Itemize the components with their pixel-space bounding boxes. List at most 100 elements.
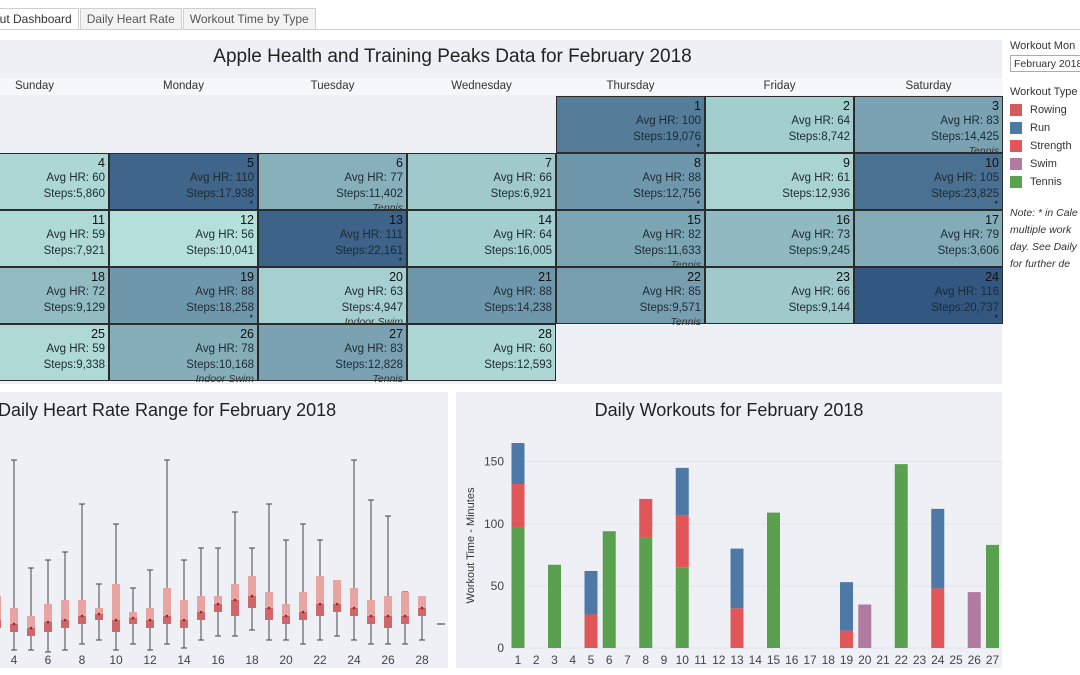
day-number: 3 <box>992 99 999 113</box>
wk-bar-segment <box>967 592 981 648</box>
hr-box-upper <box>78 600 86 616</box>
calendar-title: Apple Health and Training Peaks Data for… <box>213 46 692 67</box>
day-number: 14 <box>538 213 552 227</box>
avg-hr: Avg HR: 88 <box>195 286 254 298</box>
wk-bar-segment <box>840 630 853 648</box>
calendar-day-cell[interactable]: 14 Avg HR: 64 Steps:16,005 <box>407 210 556 267</box>
hr-median-point <box>63 618 67 622</box>
workout-type-legend: Rowing Run Strength Swim Tennis <box>1010 101 1080 191</box>
calendar-day-cell[interactable]: 10 Avg HR: 105 Steps:23,825 * <box>854 153 1003 210</box>
legend-item[interactable]: Swim <box>1010 155 1080 173</box>
wk-bar-segment <box>675 467 689 516</box>
calendar-day-cell[interactable]: 2 Avg HR: 64 Steps:8,742 <box>705 96 854 153</box>
hr-box-upper <box>316 576 324 604</box>
calendar-day-cell[interactable]: 5 Avg HR: 110 Steps:17,938 * <box>109 153 258 210</box>
calendar-day-cell[interactable]: 28 Avg HR: 60 Steps:12,593 <box>407 324 556 381</box>
steps: Steps:12,936 <box>782 188 850 200</box>
calendar-day-cell[interactable]: 1 Avg HR: 100 Steps:19,076 * <box>556 96 705 153</box>
calendar-day-cell[interactable]: 3 Avg HR: 83 Steps:14,425 Tennis <box>854 96 1003 157</box>
steps: Steps:7,921 <box>43 245 105 257</box>
heart-rate-panel: Daily Heart Rate Range for February 2018… <box>0 392 448 668</box>
calendar-day-cell[interactable]: 17 Avg HR: 79 Steps:3,606 <box>854 210 1003 267</box>
legend-item[interactable]: Strength <box>1010 137 1080 155</box>
hr-median-point <box>250 594 254 598</box>
hr-x-tick-label: 20 <box>279 653 293 667</box>
steps: Steps:3,606 <box>937 245 999 257</box>
legend-swatch <box>1010 140 1022 152</box>
hr-box-lower <box>95 614 103 620</box>
day-number: 12 <box>240 213 254 227</box>
hr-median-point <box>420 606 424 610</box>
hr-box-lower <box>163 616 171 624</box>
calendar-day-cell[interactable]: 7 Avg HR: 66 Steps:6,921 <box>407 153 556 210</box>
wk-bar-segment <box>931 588 945 648</box>
day-header: Friday <box>705 78 854 95</box>
wk-bar-segment <box>858 604 872 648</box>
hr-median-point <box>216 602 220 606</box>
wk-x-tick-label: 21 <box>876 653 890 667</box>
calendar-day-cell[interactable]: 27 Avg HR: 83 Steps:12,828 Tennis <box>258 324 407 385</box>
hr-box-lower <box>61 620 69 628</box>
tab-daily-heart-rate[interactable]: Daily Heart Rate <box>79 8 182 30</box>
wk-y-tick-label: 50 <box>491 579 505 593</box>
workouts-chart-title: Daily Workouts for February 2018 <box>594 400 864 420</box>
steps: Steps:12,756 <box>633 188 701 200</box>
day-number: 6 <box>396 156 403 170</box>
calendar-day-cell[interactable]: 13 Avg HR: 111 Steps:22,161 * <box>258 210 407 267</box>
legend-title: Workout Type <box>1010 86 1078 98</box>
tab-workout-time-by-type[interactable]: Workout Time by Type <box>182 8 316 30</box>
hr-x-tick-label: 12 <box>143 653 157 667</box>
legend-item[interactable]: Tennis <box>1010 173 1080 191</box>
avg-hr: Avg HR: 66 <box>791 286 850 298</box>
hr-median-point <box>369 614 373 618</box>
tab-workout-dashboard[interactable]: out Dashboard <box>0 8 79 30</box>
calendar-day-cell[interactable]: 26 Avg HR: 78 Steps:10,168 Indoor Swim <box>109 324 258 385</box>
avg-hr: Avg HR: 110 <box>189 172 254 184</box>
calendar-day-cell[interactable]: 4 Avg HR: 60 Steps:5,860 <box>0 153 109 210</box>
hr-box-upper <box>129 612 137 618</box>
calendar-day-cell[interactable]: 15 Avg HR: 82 Steps:11,633 Tennis <box>556 210 705 271</box>
hr-box-upper <box>44 604 52 622</box>
calendar-day-cell[interactable]: 12 Avg HR: 56 Steps:10,041 <box>109 210 258 267</box>
day-number: 27 <box>389 327 403 341</box>
calendar-day-cell[interactable]: 16 Avg HR: 73 Steps:9,245 <box>705 210 854 267</box>
calendar-day-cell[interactable]: 11 Avg HR: 59 Steps:7,921 <box>0 210 109 267</box>
calendar-day-cell[interactable]: 9 Avg HR: 61 Steps:12,936 <box>705 153 854 210</box>
steps: Steps:9,144 <box>788 302 850 314</box>
calendar-day-cell[interactable]: 18 Avg HR: 72 Steps:9,129 <box>0 267 109 324</box>
steps: Steps:9,129 <box>43 302 105 314</box>
hr-x-tick-label: 26 <box>381 653 395 667</box>
day-number: 16 <box>836 213 850 227</box>
hr-median-point <box>12 622 16 626</box>
day-number: 5 <box>247 156 254 170</box>
wk-x-tick-label: 7 <box>624 653 631 667</box>
legend-label: Run <box>1030 122 1051 134</box>
hr-box-upper <box>61 600 69 620</box>
hr-median-point <box>148 618 152 622</box>
legend-item[interactable]: Rowing <box>1010 101 1080 119</box>
legend-swatch <box>1010 176 1022 188</box>
day-number: 23 <box>836 270 850 284</box>
hr-median-point <box>29 626 33 630</box>
calendar-day-cell[interactable]: 19 Avg HR: 88 Steps:18,258 * <box>109 267 258 324</box>
calendar-day-cell[interactable]: 8 Avg HR: 88 Steps:12,756 * <box>556 153 705 210</box>
day-number: 17 <box>985 213 999 227</box>
calendar-day-cell[interactable]: 20 Avg HR: 63 Steps:4,947 Indoor Swim <box>258 267 407 328</box>
steps: Steps:10,168 <box>186 359 254 371</box>
steps: Steps:19,076 <box>633 131 701 143</box>
legend-item[interactable]: Run <box>1010 119 1080 137</box>
avg-hr: Avg HR: 59 <box>46 343 105 355</box>
calendar-day-cell[interactable]: 6 Avg HR: 77 Steps:11,402 Tennis <box>258 153 407 214</box>
calendar-day-cell[interactable]: 24 Avg HR: 116 Steps:20,737 * <box>854 267 1003 324</box>
hr-median-point <box>386 614 390 618</box>
calendar-day-cell[interactable]: 22 Avg HR: 85 Steps:9,571 Tennis <box>556 267 705 328</box>
calendar-day-cell[interactable]: 21 Avg HR: 88 Steps:14,238 <box>407 267 556 324</box>
calendar-day-cell[interactable]: 23 Avg HR: 66 Steps:9,144 <box>705 267 854 324</box>
hr-box-lower <box>333 604 341 612</box>
wk-bar-segment <box>511 527 525 648</box>
month-filter-select[interactable]: February 2018 <box>1010 55 1080 72</box>
wk-y-tick-label: 100 <box>484 517 504 531</box>
hr-x-tick-label: 8 <box>79 653 86 667</box>
calendar-day-cell[interactable]: 25 Avg HR: 59 Steps:9,338 <box>0 324 109 381</box>
